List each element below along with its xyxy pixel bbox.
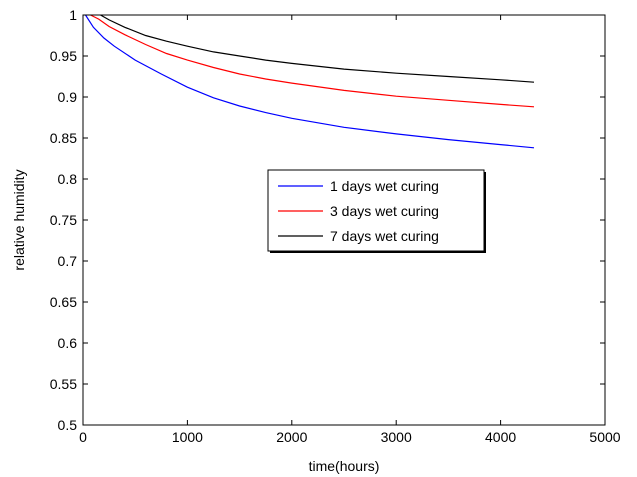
y-tick-label: 0.55 <box>50 376 77 392</box>
y-tick-label: 0.85 <box>50 130 77 146</box>
x-tick-label: 5000 <box>589 429 620 445</box>
legend: 1 days wet curing 3 days wet curing 7 days… <box>267 169 486 253</box>
series-layer <box>84 14 535 149</box>
legend-label-2: 3 days wet curing <box>330 203 439 219</box>
y-tick-label: 0.7 <box>58 253 78 269</box>
y-tick-label: 0.9 <box>58 89 78 105</box>
y-tick-label: 0.5 <box>58 417 78 433</box>
ticks-layer: 0 1000 2000 3000 4000 5000 0.5 0.55 0.6 0.65 0.7 0.… <box>50 7 621 445</box>
series-line-3 <box>100 14 535 83</box>
x-axis-label: time(hours) <box>309 458 380 474</box>
legend-label-3: 7 days wet curing <box>330 228 439 244</box>
series-line-2 <box>90 14 535 108</box>
x-tick-label: 4000 <box>485 429 516 445</box>
y-axis-label: relative humidity <box>11 169 27 270</box>
y-tick-label: 0.75 <box>50 212 77 228</box>
x-tick-label: 1000 <box>172 429 203 445</box>
y-tick-label: 0.6 <box>58 335 78 351</box>
x-tick-label: 2000 <box>276 429 307 445</box>
x-tick-label: 3000 <box>381 429 412 445</box>
y-tick-label: 1 <box>69 7 77 23</box>
y-tick-label: 0.95 <box>50 48 77 64</box>
series-line-1 <box>84 14 535 149</box>
y-tick-label: 0.8 <box>58 171 78 187</box>
y-tick-label: 0.65 <box>50 294 77 310</box>
legend-label-1: 1 days wet curing <box>330 178 439 194</box>
x-tick-label: 0 <box>79 429 87 445</box>
